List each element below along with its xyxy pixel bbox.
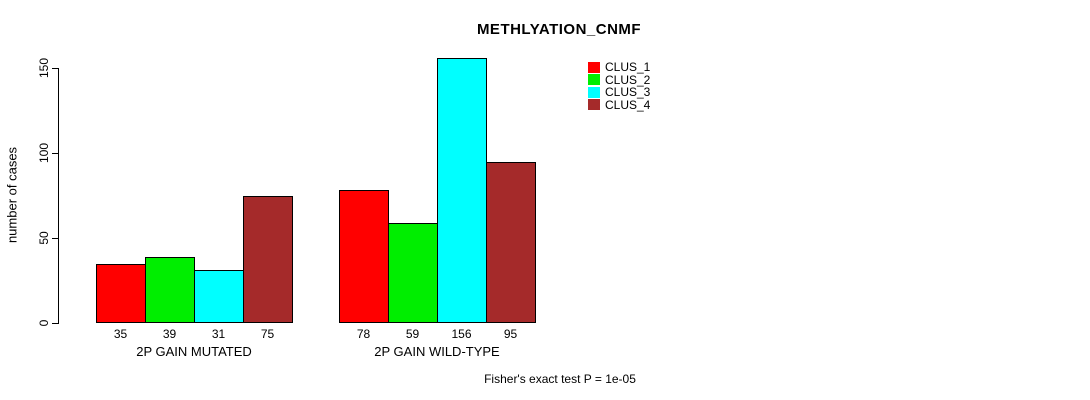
bar-value-label: 59 bbox=[405, 327, 420, 341]
bar-clus_2-group1 bbox=[145, 256, 195, 323]
legend-item-clus_2: CLUS_2 bbox=[588, 74, 650, 87]
bar-value-label: 156 bbox=[451, 327, 472, 341]
y-axis-label: number of cases bbox=[4, 146, 20, 244]
bar-value-label: 78 bbox=[356, 327, 371, 341]
legend-swatch-clus_4 bbox=[588, 99, 600, 111]
legend-label: CLUS_3 bbox=[605, 85, 651, 100]
y-tick-label: 50 bbox=[37, 231, 51, 245]
legend-label: CLUS_1 bbox=[605, 60, 651, 75]
category-label-group1: 2P GAIN MUTATED bbox=[136, 344, 252, 359]
bar-clus_3-group1 bbox=[194, 270, 244, 323]
bar-clus_1-group2 bbox=[339, 190, 389, 323]
y-axis-line bbox=[58, 68, 59, 324]
y-tick-mark bbox=[52, 68, 58, 69]
category-label-group2: 2P GAIN WILD-TYPE bbox=[374, 344, 500, 359]
y-tick-label: 100 bbox=[37, 142, 51, 164]
legend-item-clus_4: CLUS_4 bbox=[588, 99, 650, 112]
y-tick-mark bbox=[52, 323, 58, 324]
y-tick-mark bbox=[52, 238, 58, 239]
legend-label: CLUS_4 bbox=[605, 97, 651, 112]
bar-clus_4-group1 bbox=[243, 195, 293, 323]
legend-swatch-clus_3 bbox=[588, 86, 600, 98]
y-tick-label: 0 bbox=[37, 319, 51, 327]
y-tick-mark bbox=[52, 153, 58, 154]
legend-item-clus_1: CLUS_1 bbox=[588, 61, 650, 74]
legend-swatch-clus_1 bbox=[588, 61, 600, 73]
bar-value-label: 75 bbox=[260, 327, 275, 341]
fisher-test-annotation: Fisher's exact test P = 1e-05 bbox=[484, 372, 636, 386]
y-tick-label: 150 bbox=[37, 57, 51, 79]
bar-clus_2-group2 bbox=[388, 222, 438, 323]
bar-value-label: 35 bbox=[113, 327, 128, 341]
legend-swatch-clus_2 bbox=[588, 74, 600, 86]
bar-clus_4-group2 bbox=[486, 161, 536, 323]
legend-label: CLUS_2 bbox=[605, 72, 651, 87]
bar-value-label: 31 bbox=[211, 327, 226, 341]
bar-clus_1-group1 bbox=[96, 263, 146, 323]
legend-item-clus_3: CLUS_3 bbox=[588, 86, 650, 99]
bar-value-label: 95 bbox=[503, 327, 518, 341]
chart-title: METHLYATION_CNMF bbox=[476, 21, 642, 38]
bar-value-label: 39 bbox=[162, 327, 177, 341]
bar-clus_3-group2 bbox=[437, 57, 487, 323]
legend: CLUS_1 CLUS_2 CLUS_3 CLUS_4 bbox=[588, 61, 650, 111]
